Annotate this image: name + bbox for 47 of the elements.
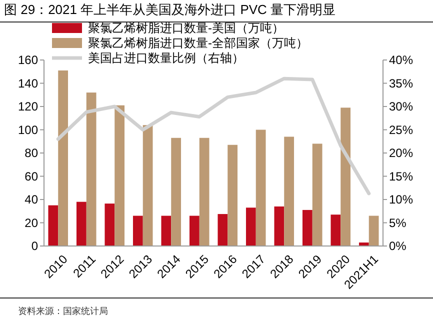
y-tick-label: 60 xyxy=(24,169,38,184)
bar xyxy=(189,216,200,246)
text: 资料来源：国家统计局 xyxy=(18,306,108,316)
y2-tick-label: 30% xyxy=(389,100,414,114)
bar xyxy=(161,216,172,246)
y-tick-label: 40 xyxy=(24,192,38,207)
y2-tick-label: 35% xyxy=(389,76,414,90)
legend-label: 美国占进口数量比例（右轴） xyxy=(88,51,244,66)
bar xyxy=(228,144,238,246)
y2-tick-label: 10% xyxy=(389,192,414,207)
bar xyxy=(199,138,210,246)
chart-title: 图 29：2021 年上半年从美国及海外进口 PVC 量下滑明显 xyxy=(4,2,336,17)
bar xyxy=(171,138,182,246)
bar xyxy=(340,108,351,246)
bar xyxy=(86,92,96,246)
legend-label: 聚氯乙烯树脂进口数量-全部国家（万吨） xyxy=(88,36,308,50)
bar xyxy=(114,105,125,246)
bar xyxy=(142,125,153,246)
y-tick-label: 0 xyxy=(31,239,38,254)
y-tick-label: 140 xyxy=(18,76,38,90)
line-series xyxy=(56,76,371,196)
bar xyxy=(368,216,379,246)
y2-tick-label: 20% xyxy=(389,146,414,160)
y2-tick-label: 5% xyxy=(389,216,407,230)
y2-tick-label: 25% xyxy=(389,122,414,137)
bar xyxy=(76,202,86,246)
legend-label: 聚氯乙烯树脂进口数量-美国（万吨） xyxy=(88,21,284,36)
bar xyxy=(330,214,341,246)
y-tick-label: 20 xyxy=(24,216,38,230)
bar xyxy=(104,204,115,246)
y-tick-label: 160 xyxy=(18,53,38,68)
bar xyxy=(256,130,266,246)
bar xyxy=(312,144,322,246)
bar xyxy=(132,216,143,246)
y-tick-label: 80 xyxy=(24,146,38,160)
bar xyxy=(218,214,228,246)
bar xyxy=(274,206,284,246)
y2-tick-label: 40% xyxy=(389,53,414,68)
bar xyxy=(302,210,312,246)
bar xyxy=(246,208,256,246)
bar xyxy=(284,136,294,246)
y2-tick-label: 0% xyxy=(389,239,407,254)
bar xyxy=(48,205,58,246)
y-tick-label: 100 xyxy=(18,122,38,137)
bar xyxy=(58,70,68,246)
y-tick-label: 120 xyxy=(18,100,38,114)
y2-tick-label: 15% xyxy=(389,169,414,184)
